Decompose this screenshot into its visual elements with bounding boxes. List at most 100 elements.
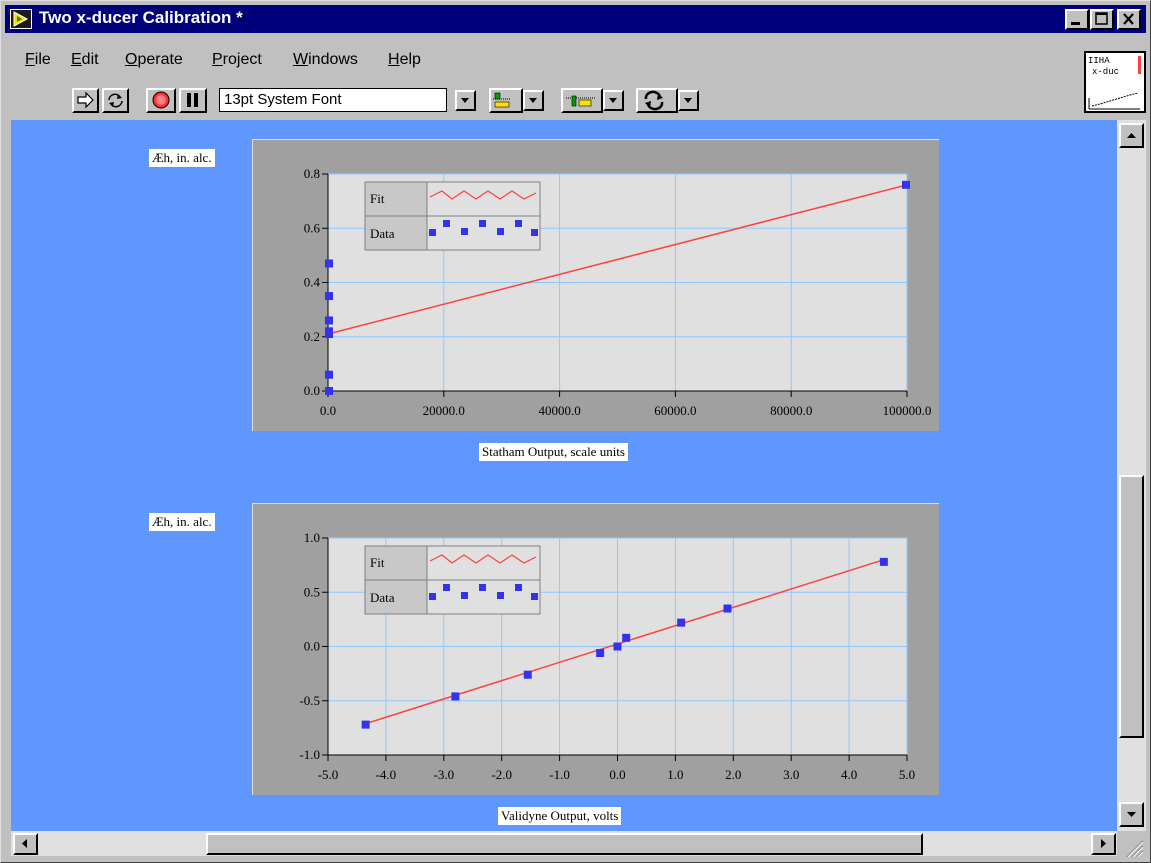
x-tick-label: 20000.0: [423, 403, 465, 418]
data-point: [325, 316, 333, 325]
legend-fit-label: Fit: [370, 555, 385, 570]
data-point: [451, 692, 460, 701]
x-tick-label: -3.0: [434, 767, 455, 782]
x-tick-label: 3.0: [783, 767, 799, 782]
legend-fit-swatch: [429, 554, 537, 564]
x-tick-label: -1.0: [549, 767, 570, 782]
legend-data-swatch: [429, 229, 436, 236]
legend-data-swatch: [443, 584, 450, 591]
menu-file-label: File: [25, 51, 51, 68]
vertical-scrollbar[interactable]: [1117, 120, 1146, 831]
close-button[interactable]: [1117, 9, 1141, 30]
data-point: [622, 633, 631, 642]
window-title: Two x-ducer Calibration *: [39, 8, 243, 27]
y-tick-label: 0.5: [304, 584, 320, 599]
graph-legend: Fit Data: [364, 181, 541, 251]
x-tick-label: 0.0: [320, 403, 336, 418]
horizontal-scroll-thumb[interactable]: [206, 833, 923, 855]
y-tick-label: 0.0: [304, 639, 320, 654]
x-tick-label: 5.0: [899, 767, 915, 782]
menu-help-label: Help: [388, 51, 421, 68]
validyne-calibration-graph[interactable]: -5.0 -4.0 -3.0 -2.0 -1.0 0.0 1.0 2.0 3.0 4.0 5.0 -1…: [252, 503, 939, 795]
legend-data-swatch: [479, 220, 486, 227]
resize-grip-icon[interactable]: [1121, 835, 1145, 857]
x-tick-label: -4.0: [376, 767, 397, 782]
legend-data-swatch: [429, 593, 436, 600]
data-point: [879, 557, 888, 566]
vi-icon-line2: x-duc: [1092, 67, 1120, 77]
labview-vi-icon[interactable]: [10, 9, 32, 29]
data-point: [325, 330, 333, 339]
x-tick-label: 1.0: [667, 767, 683, 782]
menu-edit[interactable]: Edit: [71, 51, 99, 69]
vertical-scroll-thumb[interactable]: [1119, 475, 1144, 738]
legend-data-label: Data: [370, 226, 395, 241]
y-tick-label: 0.6: [304, 220, 321, 235]
x-tick-label: 100000.0: [883, 403, 932, 418]
graph1-xlabel: Statham Output, scale units: [479, 443, 628, 461]
title-bar[interactable]: Two x-ducer Calibration *: [5, 5, 1146, 33]
reorder-button[interactable]: [636, 88, 678, 113]
vi-connector-icon[interactable]: IIHA x-duc: [1084, 51, 1146, 113]
distribute-objects-button[interactable]: [561, 88, 603, 113]
menu-help[interactable]: Help: [388, 51, 421, 69]
legend-data-swatch: [515, 584, 522, 591]
scroll-right-button[interactable]: [1091, 833, 1116, 855]
menu-operate[interactable]: Operate: [125, 51, 183, 69]
fit-line: [362, 558, 885, 726]
x-tick-label: 60000.0: [654, 403, 696, 418]
scroll-down-button[interactable]: [1119, 802, 1144, 827]
font-dropdown-arrow-icon[interactable]: [455, 90, 476, 111]
y-tick-label: -1.0: [299, 747, 320, 762]
x-tick-label: -5.0: [318, 767, 339, 782]
legend-data-swatch: [461, 592, 468, 599]
data-point: [677, 618, 686, 627]
run-continuously-button[interactable]: [102, 88, 129, 113]
graph2-ylabel: Æh, in. alc.: [149, 513, 215, 531]
run-button[interactable]: [72, 88, 99, 113]
legend-data-swatch: [515, 220, 522, 227]
x-tick-label: 0.0: [609, 767, 625, 782]
menu-operate-label: Operate: [125, 51, 183, 68]
pause-button[interactable]: [179, 88, 207, 113]
minimize-button[interactable]: [1065, 9, 1089, 30]
graph2-xlabel: Validyne Output, volts: [498, 807, 622, 825]
data-point: [325, 387, 333, 395]
reorder-dropdown-arrow-icon[interactable]: [678, 90, 699, 111]
align-dropdown-arrow-icon[interactable]: [523, 90, 544, 111]
legend-data-swatch: [497, 592, 504, 599]
vi-icon-line1: IIHA: [1088, 56, 1110, 66]
x-tick-label: 4.0: [841, 767, 857, 782]
distribute-dropdown-arrow-icon[interactable]: [603, 90, 624, 111]
data-point: [325, 259, 333, 268]
statham-calibration-graph[interactable]: 0.0 20000.0 40000.0 60000.0 80000.0 100000.0 0…: [252, 139, 939, 431]
legend-data-swatch: [531, 593, 538, 600]
menu-file[interactable]: File: [25, 51, 51, 69]
legend-fit-swatch: [429, 190, 537, 200]
graph1-ylabel: Æh, in. alc.: [149, 149, 215, 167]
font-selector[interactable]: 13pt System Font: [219, 88, 447, 112]
data-point: [723, 604, 732, 613]
legend-data-swatch: [531, 229, 538, 236]
menu-windows-label: Windows: [293, 51, 358, 68]
data-point: [523, 670, 532, 679]
horizontal-scrollbar[interactable]: [11, 831, 1117, 856]
maximize-button[interactable]: [1090, 9, 1114, 30]
scroll-left-button[interactable]: [13, 833, 38, 855]
menu-project[interactable]: Project: [212, 51, 262, 69]
graph-legend: Fit Data: [364, 545, 541, 615]
data-point: [325, 370, 333, 379]
y-tick-label: -0.5: [299, 693, 320, 708]
y-tick-label: 0.4: [304, 275, 321, 290]
legend-fit-label: Fit: [370, 191, 385, 206]
abort-button[interactable]: [146, 88, 176, 113]
data-point: [596, 649, 605, 658]
y-tick-label: 1.0: [304, 530, 320, 545]
menu-windows[interactable]: Windows: [293, 51, 358, 69]
data-point: [361, 720, 370, 729]
menu-edit-label: Edit: [71, 51, 99, 68]
x-tick-label: 40000.0: [538, 403, 580, 418]
align-objects-button[interactable]: [489, 88, 523, 113]
scroll-up-button[interactable]: [1119, 123, 1144, 148]
